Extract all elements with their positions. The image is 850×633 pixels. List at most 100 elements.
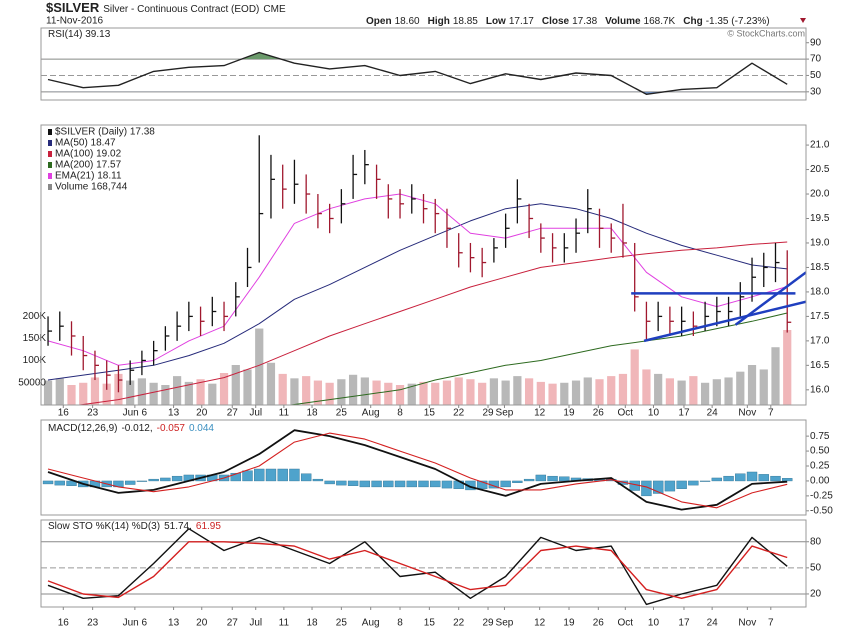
histogram-bar [289,468,300,482]
legend-entry: $SILVER (Daily) 17.38 [55,127,155,138]
histogram-bar [465,480,476,491]
x-tick-label: 27 [227,408,239,419]
histogram-bar [476,480,488,489]
x-tick-label: 7 [768,408,774,419]
volume-bar [102,383,111,405]
moving-average [47,193,788,366]
x-tick-label: Nov [738,408,756,419]
volume-bar [348,374,358,405]
y-tick-label: 19.0 [810,238,830,249]
x-tick-label: 29 [482,408,494,419]
x-tick-label: Jul [249,408,262,419]
volume-bar [266,362,276,405]
quote-value: 17.38 [572,16,597,27]
x-tick-label: 19 [563,618,575,629]
volume-bar [654,373,663,405]
volume-bar [560,382,569,405]
y-tick-label: 30 [810,86,822,97]
histogram-bar [688,480,699,486]
x-tick-label: 23 [87,618,99,629]
volume-bar [325,382,334,405]
series-line [47,51,788,95]
quote-value: 18.85 [453,16,478,27]
volume-bar [290,378,299,405]
x-tick-label: 16 [58,618,70,629]
y-tick-label: 21.0 [810,140,830,151]
label-part: -0.012, [121,423,152,434]
histogram-bar [652,480,664,494]
y-tick-label: 0.00 [810,476,830,487]
y-tick-label: 0.75 [810,431,830,442]
histogram-bar [723,475,734,482]
x-tick-label: 10 [648,408,660,419]
legend-entry: MA(200) 17.57 [55,160,122,171]
y-tick-label: 50 [810,70,822,81]
x-tick-label: 10 [648,618,660,629]
histogram-bar [242,470,253,482]
x-tick-label: Sep [496,618,514,629]
histogram-bar [711,477,723,482]
legend-swatch [48,129,52,135]
label-part: Slow STO %K(14) %D(3) [48,521,160,532]
label-part: 0.044 [189,423,214,434]
panel-frame [40,27,807,101]
y-tick-label: 0.25 [810,461,830,472]
volume-bar [595,379,604,405]
histogram-bar [535,474,547,482]
x-tick-label: 22 [453,408,465,419]
volume-bar [55,378,64,405]
histogram-bar [770,475,781,482]
x-tick-label: 20 [196,408,208,419]
x-tick-label: 24 [707,618,719,629]
y-tick-label: 16.0 [810,384,830,395]
histogram-bar [54,480,65,486]
y-tick-label: 16.5 [810,360,830,371]
volume-bar [90,377,100,405]
histogram-bar [641,480,652,497]
histogram-bar [124,480,136,485]
label-part: 51.74, [164,521,192,532]
legend-entry: Volume 168,744 [55,182,128,193]
y-tick-label: 50000 [18,377,46,388]
volume-bar [243,369,252,405]
x-tick-label: 22 [453,618,465,629]
volume-bar [736,371,745,405]
histogram-bar [347,480,359,486]
quote-label: Volume [605,16,641,27]
volume-bar [79,382,88,405]
x-tick-label: 16 [58,408,70,419]
y-tick-label: -0.25 [810,491,833,502]
volume-bar [360,377,369,405]
exchange: CME [263,4,286,15]
panel-frame [40,419,807,516]
volume-bar [548,383,557,405]
volume-bar [384,382,393,405]
x-tick-label: Oct [618,408,634,419]
x-tick-label: Aug [362,408,380,419]
histogram-bar [148,478,159,482]
legend-entry: MA(50) 18.47 [55,138,116,149]
quote-label: Chg [683,16,702,27]
histogram-bar [664,480,676,492]
panel-label: MACD(12,26,9) -0.012, -0.057 0.044 [48,423,214,434]
x-tick-label: Oct [618,618,634,629]
x-tick-label: Sep [496,408,514,419]
x-tick-label: 19 [563,408,575,419]
x-tick-label: 25 [336,618,348,629]
x-tick-label: 29 [482,618,494,629]
label-part: -0.057 [157,423,186,434]
x-tick-label: 12 [534,618,546,629]
volume-bar [501,380,510,405]
y-tick-label: 18.0 [810,287,830,298]
histogram-bar [171,475,183,482]
volume-bar [607,376,616,405]
panel-frame [40,519,807,608]
x-tick-label: 23 [87,408,99,419]
y-tick-label: 90 [810,37,822,48]
volume-bar [724,377,733,405]
volume-bar [478,382,487,405]
histogram-bar [782,478,793,482]
x-tick-label: 13 [168,618,180,629]
y-tick-label: 20.0 [810,189,830,200]
quote-label: High [428,16,450,27]
